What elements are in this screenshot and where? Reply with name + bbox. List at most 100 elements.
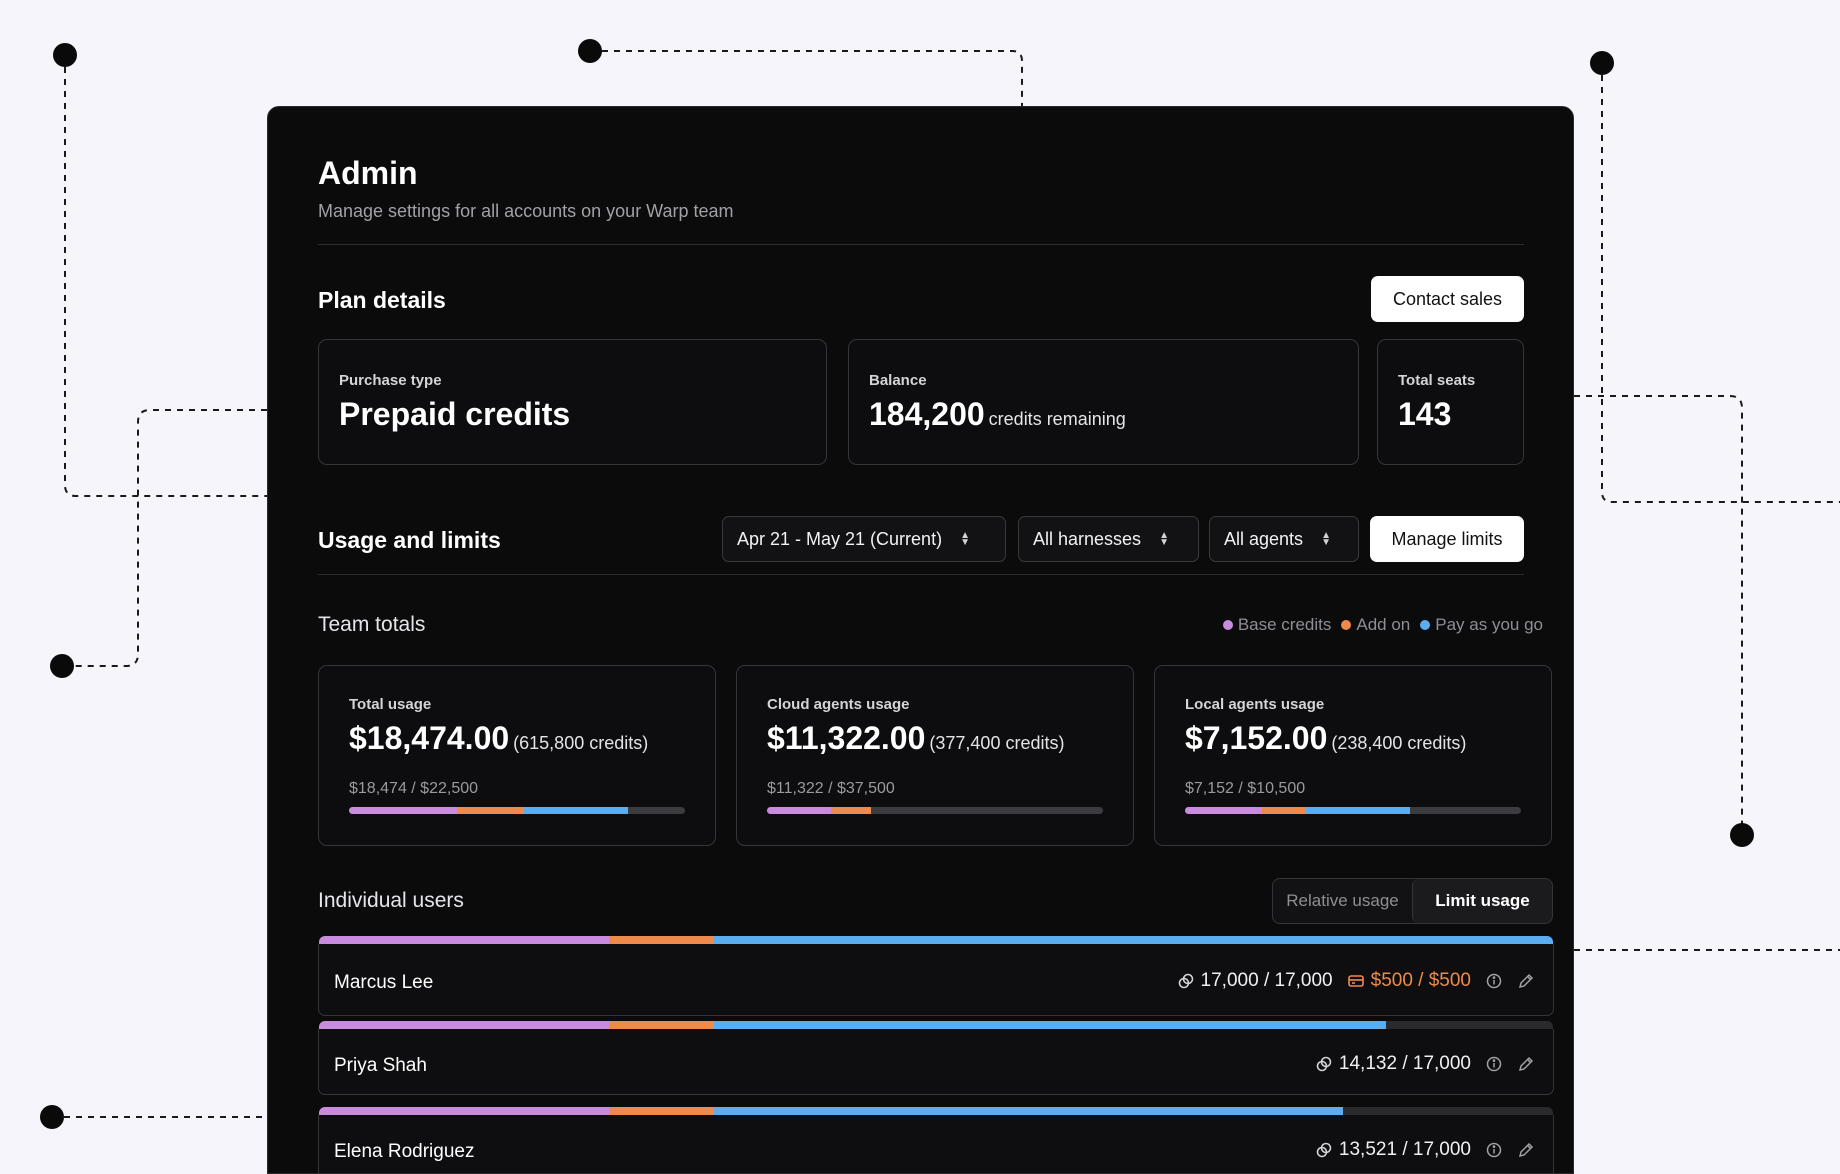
user-usage-values: 17,000 / 17,000 $500 / $500 (1177, 970, 1535, 992)
purchase-type-label: Purchase type (339, 372, 442, 389)
balance-amount: 184,200 (869, 396, 985, 432)
coins-icon (1178, 973, 1193, 989)
usage-progress-bar (1185, 807, 1521, 814)
usage-view-toggle: Relative usage Limit usage (1272, 878, 1553, 924)
legend-base-label: Base credits (1237, 615, 1332, 634)
legend-dot-base (1222, 620, 1233, 630)
bar-segment-addon (608, 1021, 714, 1029)
usage-divider (318, 574, 1524, 575)
chevron-updown-icon: ▲ ▼ (960, 530, 970, 548)
user-row[interactable]: Elena Rodriguez 13,521 / 17,000 (318, 1107, 1554, 1173)
bar-segment-addon (608, 936, 714, 944)
legend-dot-payg (1420, 620, 1431, 630)
bar-segment-addon (456, 807, 524, 814)
bar-segment-payg (713, 936, 1553, 944)
harness-select[interactable]: All harnesses ▲ ▼ (1018, 516, 1199, 562)
coins-icon (1316, 1056, 1332, 1072)
chevron-updown-icon: ▲ ▼ (1321, 530, 1331, 548)
user-usage-bar (319, 1021, 1553, 1029)
page-title: Admin (318, 155, 418, 191)
harness-select-value: All harnesses (1033, 528, 1142, 549)
usage-ratio: $18,474 / $22,500 (349, 780, 479, 797)
period-select[interactable]: Apr 21 - May 21 (Current) ▲ ▼ (722, 516, 1006, 562)
usage-legend: Base credits Add on Pay as you go (1222, 615, 1543, 635)
period-select-value: Apr 21 - May 21 (Current) (737, 528, 943, 549)
limit-usage-tab[interactable]: Limit usage (1412, 879, 1552, 923)
bar-segment-payg (713, 1021, 1387, 1029)
bar-segment-payg (523, 807, 628, 814)
usage-credits: (615,800 credits) (513, 733, 649, 753)
bar-segment-addon (608, 1107, 714, 1115)
bar-segment-addon (1262, 807, 1306, 814)
purchase-type-card: Purchase type Prepaid credits (318, 339, 827, 465)
plan-details-heading: Plan details (318, 287, 446, 313)
bar-segment-base (767, 807, 831, 814)
total-usage-card: Total usage $18,474.00 (615,800 credits) … (318, 665, 716, 846)
balance-suffix: credits remaining (988, 409, 1126, 429)
edit-pencil-icon[interactable] (1517, 972, 1535, 990)
legend-payg-label: Pay as you go (1435, 615, 1543, 634)
user-row[interactable]: Priya Shah 14,132 / 17,000 (318, 1021, 1554, 1095)
usage-credits: (377,400 credits) (929, 733, 1065, 753)
info-icon[interactable] (1485, 1141, 1503, 1159)
balance-label: Balance (869, 372, 927, 389)
edit-pencil-icon[interactable] (1517, 1055, 1535, 1073)
usage-card-value: $7,152.00 (238,400 credits) (1185, 720, 1466, 757)
relative-usage-tab[interactable]: Relative usage (1286, 891, 1399, 910)
user-usage-values: 13,521 / 17,000 (1315, 1139, 1535, 1161)
legend-dot-addon (1341, 620, 1352, 630)
bar-segment-payg (1305, 807, 1411, 814)
usage-card-value: $18,474.00 (615,800 credits) (349, 720, 648, 757)
usage-card-label: Local agents usage (1185, 696, 1325, 713)
total-seats-value: 143 (1398, 396, 1452, 432)
user-usage-values: 14,132 / 17,000 (1315, 1053, 1535, 1075)
bar-segment-base (1185, 807, 1263, 814)
coins-icon (1316, 1142, 1332, 1158)
legend-add-on: Add on (1341, 615, 1410, 635)
edit-pencil-icon[interactable] (1517, 1141, 1535, 1159)
user-name: Elena Rodriguez (334, 1141, 475, 1162)
local-agents-usage-card: Local agents usage $7,152.00 (238,400 cre… (1154, 665, 1552, 846)
bar-segment-base (319, 936, 609, 944)
usage-card-label: Cloud agents usage (767, 696, 910, 713)
usage-amount: $18,474.00 (349, 720, 510, 756)
user-row[interactable]: Marcus Lee 17,000 / 17,000 $500 / $500 (318, 936, 1554, 1016)
payg-usage: $500 / $500 (1347, 970, 1471, 992)
bar-segment-addon (830, 807, 872, 814)
usage-progress-bar (767, 807, 1103, 814)
usage-ratio: $11,322 / $37,500 (767, 780, 895, 797)
info-icon[interactable] (1485, 972, 1503, 990)
usage-amount: $11,322.00 (767, 720, 926, 756)
legend-addon-label: Add on (1356, 615, 1411, 634)
manage-limits-button[interactable]: Manage limits (1370, 516, 1524, 562)
credit-usage-value: 17,000 / 17,000 (1200, 970, 1333, 991)
cloud-agents-usage-card: Cloud agents usage $11,322.00 (377,400 cr… (736, 665, 1134, 846)
usage-card-value: $11,322.00 (377,400 credits) (767, 720, 1064, 757)
chevron-updown-icon: ▲ ▼ (1159, 530, 1169, 548)
admin-panel: Admin Manage settings for all accounts o… (267, 106, 1574, 1174)
header-divider (318, 244, 1524, 245)
total-seats-card: Total seats 143 (1377, 339, 1524, 465)
agents-select[interactable]: All agents ▲ ▼ (1209, 516, 1359, 562)
legend-pay-as-you-go: Pay as you go (1420, 615, 1543, 635)
user-name: Marcus Lee (334, 972, 434, 993)
user-name: Priya Shah (334, 1055, 427, 1076)
contact-sales-button[interactable]: Contact sales (1371, 276, 1524, 322)
balance-card: Balance 184,200 credits remaining (848, 339, 1359, 465)
usage-ratio: $7,152 / $10,500 (1185, 780, 1306, 797)
individual-users-heading: Individual users (318, 889, 464, 912)
bar-segment-base (319, 1107, 609, 1115)
info-icon[interactable] (1485, 1055, 1503, 1073)
credit-usage: 14,132 / 17,000 (1315, 1053, 1471, 1075)
usage-card-label: Total usage (349, 696, 432, 713)
bar-segment-payg (713, 1107, 1344, 1115)
credit-usage: 13,521 / 17,000 (1315, 1139, 1471, 1161)
usage-amount: $7,152.00 (1185, 720, 1328, 756)
total-seats-label: Total seats (1398, 372, 1476, 389)
payg-usage-value: $500 / $500 (1370, 970, 1471, 991)
purchase-type-value: Prepaid credits (339, 396, 571, 432)
credit-usage: 17,000 / 17,000 (1177, 970, 1333, 992)
credit-usage-value: 14,132 / 17,000 (1338, 1053, 1471, 1074)
user-usage-bar (319, 1107, 1553, 1115)
